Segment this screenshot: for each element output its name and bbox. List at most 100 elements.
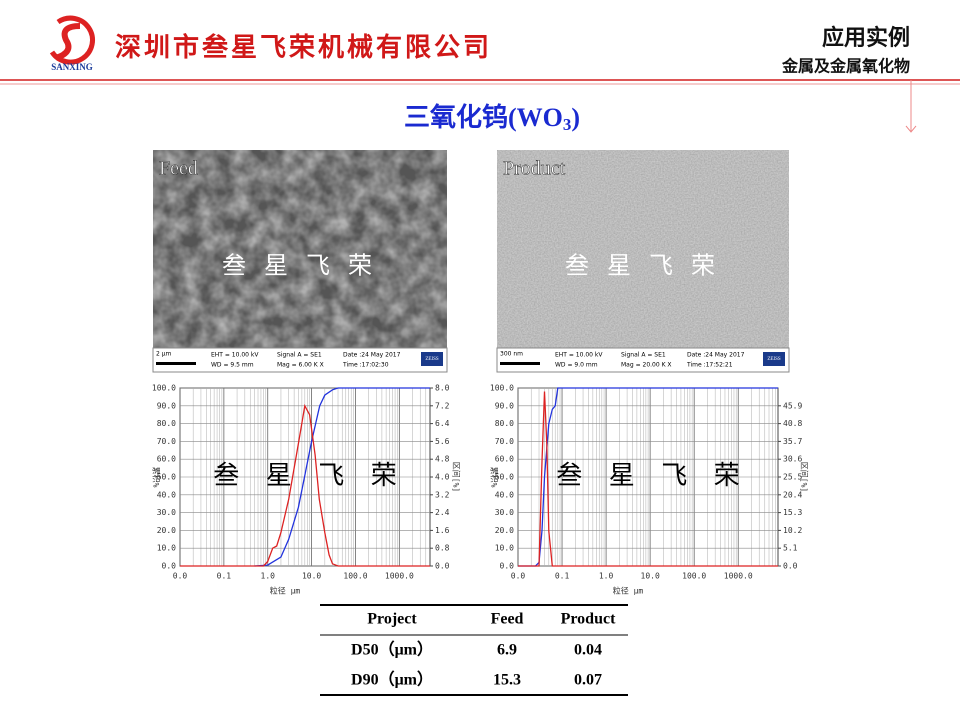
x-tick-label: 10.0 [302,572,321,581]
table-cell: 0.07 [574,672,602,689]
slide-title: 三氧化钨(WO3) [404,103,580,134]
y2-tick-label: 4.0 [435,473,450,482]
y2-tick-label: 15.3 [783,508,802,517]
info-text: Signal A = SE1 [277,352,322,359]
info-text: WD = 9.5 mm [211,362,254,369]
table-cell: D50（μm） [351,641,433,659]
y-tick-label: 0.0 [500,562,515,571]
sem-image: Product 叁 星 飞 荣 300 nm EHT = 10.00 kV WD = 9… [496,150,790,373]
brand: ZEISS [767,357,781,362]
y2-tick-label: 0.8 [435,544,450,553]
y-tick-label: 20.0 [495,526,514,535]
table-cell: D90（μm） [351,671,433,689]
scale-bar [500,362,540,365]
y-tick-label: 0.0 [162,562,177,571]
x-axis-label: 粒径 μm [613,586,644,596]
info-text: Time :17:52:21 [686,362,733,369]
info-text: Time :17:02:30 [342,362,389,369]
y-tick-label: 70.0 [495,437,514,446]
watermark: 叁 星 飞 荣 [565,253,721,280]
y2-tick-label: 5.6 [435,437,450,446]
x-tick-label: 100.0 [682,572,706,581]
info-text: EHT = 10.00 kV [555,352,603,359]
table-cell: 15.3 [493,672,521,689]
info-text: Signal A = SE1 [621,352,666,359]
y2-axis-label: 区间[%] [800,462,809,492]
x-tick-label: 0.1 [555,572,570,581]
logo-text: SANXING [51,62,93,72]
brand-box [763,352,785,366]
info-text: EHT = 10.00 kV [211,352,259,359]
y2-tick-label: 0.0 [435,562,450,571]
y2-axis-label: 区间[%] [452,462,461,492]
image-texture [153,150,447,348]
header-marker [905,125,917,133]
y2-tick-label: 7.2 [435,401,450,410]
y-tick-label: 10.0 [157,544,176,553]
image-label: Feed [159,158,198,180]
x-tick-label: 0.0 [511,572,526,581]
info-bar [152,347,448,373]
y-tick-label: 30.0 [495,508,514,517]
y-tick-label: 20.0 [157,526,176,535]
y2-tick-label: 30.6 [783,455,802,464]
y2-tick-label: 5.1 [783,544,798,553]
chart: 0.0 0.1 1.0 10.0 100.0 1000.0 0.0 10.0 20.0 30.0 4… [152,384,461,596]
image-label: Product [503,158,566,180]
y2-tick-label: 4.8 [435,455,450,464]
y2-tick-label: 25.5 [783,473,802,482]
watermark: 叁 星 飞 荣 [556,461,750,490]
y-tick-label: 50.0 [157,473,176,482]
chart: 0.0 0.1 1.0 10.0 100.0 1000.0 0.0 10.0 20.0 30.0 4… [490,384,809,596]
y-tick-label: 100.0 [490,384,514,393]
y2-tick-label: 35.7 [783,437,802,446]
watermark: 叁 星 飞 荣 [222,253,378,280]
series-line [254,387,430,567]
y2-tick-label: 3.2 [435,490,450,499]
y-tick-label: 80.0 [157,419,176,428]
x-tick-label: 0.0 [173,572,188,581]
info-text: Mag = 6.00 K X [277,362,324,369]
watermark: 叁 星 飞 荣 [213,461,407,490]
scale: 300 nm [500,351,523,358]
x-tick-label: 1000.0 [385,572,414,581]
image-texture [497,150,789,348]
table-header: Feed [491,611,524,628]
x-tick-label: 10.0 [641,572,660,581]
x-axis-label: 粒径 μm [270,586,301,596]
table-header: Product [561,611,616,628]
series-line [518,391,778,567]
x-tick-label: 0.1 [217,572,232,581]
x-tick-label: 100.0 [343,572,367,581]
info-text: Mag = 20.00 K X [621,362,672,369]
y-tick-label: 30.0 [157,508,176,517]
scale: 2 µm [156,351,172,358]
brand: ZEISS [425,357,439,362]
brand-box [421,352,443,366]
header-title: 应用实例 [822,25,910,50]
table-cell: 0.04 [574,642,602,659]
y-tick-label: 50.0 [495,473,514,482]
y-tick-label: 60.0 [157,455,176,464]
header-subtitle: 金属及金属氧化物 [781,57,910,76]
y-tick-label: 60.0 [495,455,514,464]
y-tick-label: 90.0 [495,401,514,410]
y-tick-label: 70.0 [157,437,176,446]
y2-tick-label: 0.0 [783,562,798,571]
logo: SANXING [49,15,95,72]
y2-tick-label: 6.4 [435,419,450,428]
y2-tick-label: 45.9 [783,401,802,410]
y2-tick-label: 40.8 [783,419,802,428]
table-header: Project [367,611,417,628]
y-tick-label: 80.0 [495,419,514,428]
y2-tick-label: 10.2 [783,526,802,535]
y2-tick-label: 8.0 [435,384,450,393]
y-axis-label: 累积% [152,467,162,488]
x-tick-label: 1.0 [599,572,614,581]
x-tick-label: 1000.0 [724,572,753,581]
x-tick-label: 1.0 [261,572,276,581]
y-tick-label: 100.0 [152,384,176,393]
y-tick-label: 40.0 [495,490,514,499]
